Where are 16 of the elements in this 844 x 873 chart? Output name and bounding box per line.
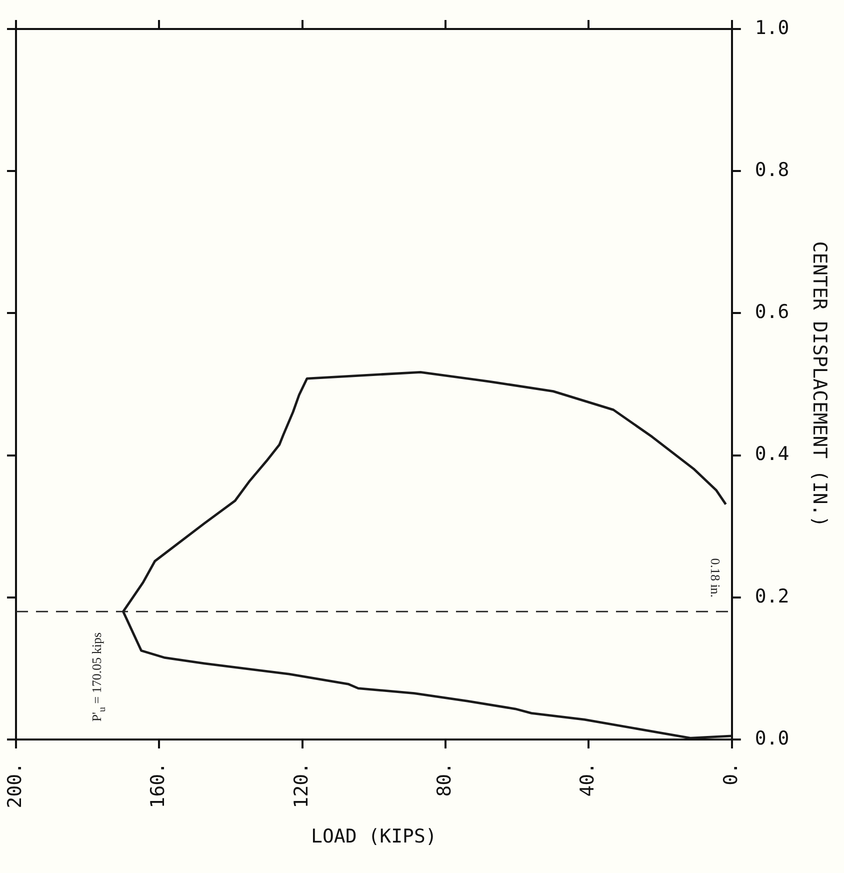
x-tick-label: 200. bbox=[4, 762, 26, 808]
x-tick-label: 80. bbox=[433, 762, 456, 797]
y-tick-label: 0.0 bbox=[754, 727, 790, 750]
y-tick-label: 0.6 bbox=[754, 301, 790, 324]
y-tick-label: 0.2 bbox=[754, 585, 790, 608]
y-axis-title: CENTER DISPLACEMENT (IN.) bbox=[808, 241, 831, 528]
x-axis-title: LOAD (KIPS) bbox=[311, 826, 437, 848]
y-tick-label: 0.4 bbox=[754, 443, 790, 466]
y-tick-label: 1.0 bbox=[754, 16, 790, 39]
x-tick-label: 40. bbox=[576, 762, 599, 797]
x-tick-label: 120. bbox=[290, 762, 312, 808]
x-tick-label: 160. bbox=[147, 762, 170, 808]
annotation: P'u = 170.05 kips bbox=[89, 632, 108, 722]
x-tick-label: 0. bbox=[720, 762, 742, 786]
ref-line-label: 0.18 in. bbox=[708, 558, 723, 598]
y-tick-label: 0.8 bbox=[754, 159, 790, 182]
